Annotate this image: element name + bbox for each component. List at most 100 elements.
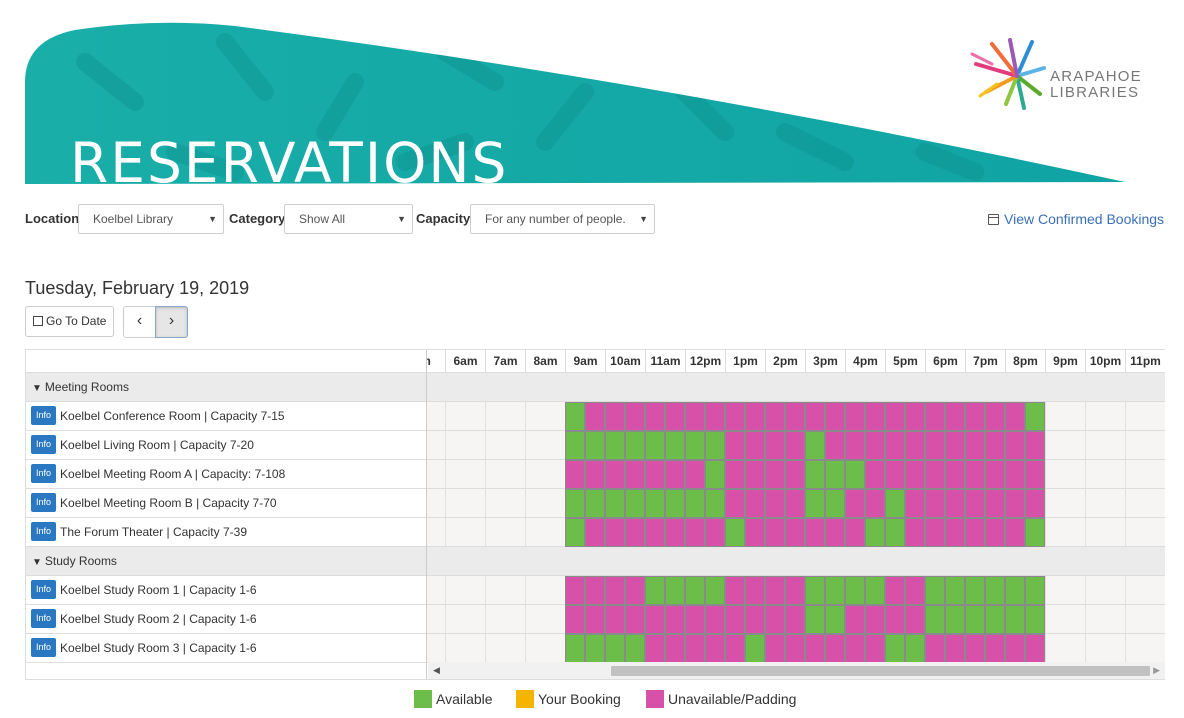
available-slot[interactable] bbox=[645, 431, 665, 460]
available-slot[interactable] bbox=[685, 489, 705, 518]
available-slot[interactable] bbox=[605, 431, 625, 460]
available-slot[interactable] bbox=[985, 576, 1005, 605]
scroll-right-icon[interactable]: ▶ bbox=[1153, 665, 1160, 675]
unavailable-slot bbox=[685, 402, 705, 431]
available-slot[interactable] bbox=[805, 460, 825, 489]
available-slot[interactable] bbox=[945, 605, 965, 634]
available-slot[interactable] bbox=[665, 431, 685, 460]
info-button[interactable]: Info bbox=[31, 580, 57, 600]
category-row[interactable]: ▼ Study Rooms bbox=[26, 547, 426, 576]
unavailable-slot bbox=[565, 576, 585, 605]
available-slot[interactable] bbox=[685, 431, 705, 460]
available-slot[interactable] bbox=[585, 431, 605, 460]
available-slot[interactable] bbox=[565, 634, 585, 663]
available-slot[interactable] bbox=[925, 576, 945, 605]
available-slot[interactable] bbox=[845, 576, 865, 605]
available-slot[interactable] bbox=[865, 576, 885, 605]
collapse-triangle-icon[interactable]: ▼ bbox=[32, 557, 42, 568]
previous-day-button[interactable]: ‹ bbox=[123, 306, 156, 338]
available-slot[interactable] bbox=[965, 605, 985, 634]
available-slot[interactable] bbox=[825, 605, 845, 634]
legend-swatch bbox=[516, 690, 534, 708]
room-slot-row bbox=[427, 576, 1165, 605]
available-slot[interactable] bbox=[565, 489, 585, 518]
category-row[interactable]: ▼ Meeting Rooms bbox=[26, 373, 426, 402]
available-slot[interactable] bbox=[605, 634, 625, 663]
available-slot[interactable] bbox=[885, 489, 905, 518]
available-slot[interactable] bbox=[665, 489, 685, 518]
available-slot[interactable] bbox=[865, 518, 885, 547]
available-slot[interactable] bbox=[605, 489, 625, 518]
horizontal-scrollbar[interactable]: ◀ ▶ bbox=[428, 662, 1165, 679]
next-day-button[interactable]: › bbox=[155, 306, 188, 338]
room-list: ▼ Meeting Rooms Info Koelbel Conference Roo… bbox=[26, 350, 426, 663]
available-slot[interactable] bbox=[985, 605, 1005, 634]
unavailable-slot bbox=[965, 634, 985, 663]
hour-header: m bbox=[427, 350, 445, 373]
available-slot[interactable] bbox=[1025, 518, 1045, 547]
available-slot[interactable] bbox=[705, 576, 725, 605]
hour-gridline bbox=[525, 460, 526, 488]
scrollbar-thumb[interactable] bbox=[611, 666, 1150, 676]
available-slot[interactable] bbox=[625, 634, 645, 663]
hour-gridline bbox=[1125, 576, 1126, 604]
go-to-date-button[interactable]: Go To Date bbox=[25, 306, 114, 337]
available-slot[interactable] bbox=[805, 576, 825, 605]
available-slot[interactable] bbox=[725, 518, 745, 547]
available-slot[interactable] bbox=[745, 634, 765, 663]
legend-label: Your Booking bbox=[538, 691, 621, 707]
unavailable-slot bbox=[1005, 518, 1025, 547]
available-slot[interactable] bbox=[805, 489, 825, 518]
available-slot[interactable] bbox=[825, 460, 845, 489]
available-slot[interactable] bbox=[885, 518, 905, 547]
available-slot[interactable] bbox=[825, 489, 845, 518]
available-slot[interactable] bbox=[625, 489, 645, 518]
available-slot[interactable] bbox=[565, 431, 585, 460]
available-slot[interactable] bbox=[1025, 576, 1045, 605]
available-slot[interactable] bbox=[885, 634, 905, 663]
info-button[interactable]: Info bbox=[31, 609, 57, 629]
capacity-select[interactable]: For any number of people. ▼ bbox=[470, 204, 655, 234]
available-slot[interactable] bbox=[645, 489, 665, 518]
available-slot[interactable] bbox=[705, 489, 725, 518]
location-select[interactable]: Koelbel Library ▼ bbox=[78, 204, 224, 234]
available-slot[interactable] bbox=[1025, 605, 1045, 634]
legend-label: Available bbox=[436, 691, 493, 707]
available-slot[interactable] bbox=[965, 576, 985, 605]
hour-gridline bbox=[485, 634, 486, 662]
available-slot[interactable] bbox=[645, 576, 665, 605]
available-slot[interactable] bbox=[945, 576, 965, 605]
available-slot[interactable] bbox=[705, 431, 725, 460]
available-slot[interactable] bbox=[845, 460, 865, 489]
available-slot[interactable] bbox=[625, 431, 645, 460]
available-slot[interactable] bbox=[1025, 402, 1045, 431]
available-slot[interactable] bbox=[565, 402, 585, 431]
available-slot[interactable] bbox=[1005, 576, 1025, 605]
available-slot[interactable] bbox=[925, 605, 945, 634]
info-button[interactable]: Info bbox=[31, 435, 57, 455]
unavailable-slot bbox=[725, 460, 745, 489]
available-slot[interactable] bbox=[905, 634, 925, 663]
unavailable-slot bbox=[585, 576, 605, 605]
available-slot[interactable] bbox=[805, 431, 825, 460]
info-button[interactable]: Info bbox=[31, 406, 57, 426]
info-button[interactable]: Info bbox=[31, 493, 57, 513]
info-button[interactable]: Info bbox=[31, 638, 57, 658]
hour-gridline bbox=[485, 518, 486, 546]
hour-gridline bbox=[445, 489, 446, 517]
available-slot[interactable] bbox=[665, 576, 685, 605]
available-slot[interactable] bbox=[685, 576, 705, 605]
available-slot[interactable] bbox=[585, 634, 605, 663]
available-slot[interactable] bbox=[585, 489, 605, 518]
available-slot[interactable] bbox=[805, 605, 825, 634]
info-button[interactable]: Info bbox=[31, 464, 57, 484]
available-slot[interactable] bbox=[825, 576, 845, 605]
available-slot[interactable] bbox=[565, 518, 585, 547]
info-button[interactable]: Info bbox=[31, 522, 57, 542]
available-slot[interactable] bbox=[705, 460, 725, 489]
collapse-triangle-icon[interactable]: ▼ bbox=[32, 383, 42, 394]
view-confirmed-bookings-link[interactable]: View Confirmed Bookings bbox=[988, 211, 1164, 227]
available-slot[interactable] bbox=[1005, 605, 1025, 634]
category-select[interactable]: Show All ▼ bbox=[284, 204, 413, 234]
scroll-left-icon[interactable]: ◀ bbox=[433, 665, 440, 675]
